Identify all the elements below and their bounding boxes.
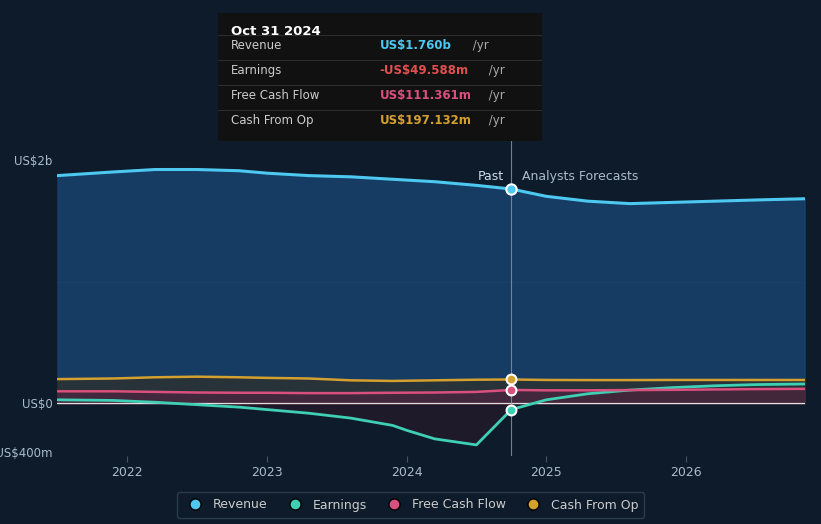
Text: Analysts Forecasts: Analysts Forecasts [522, 169, 639, 182]
Text: Cash From Op: Cash From Op [231, 114, 313, 127]
Point [505, 375, 518, 384]
Text: Revenue: Revenue [231, 39, 282, 52]
Text: /yr: /yr [485, 89, 505, 102]
Legend: Revenue, Earnings, Free Cash Flow, Cash From Op: Revenue, Earnings, Free Cash Flow, Cash … [177, 492, 644, 518]
Point [505, 386, 518, 394]
Text: US$1.760b: US$1.760b [380, 39, 452, 52]
Text: US$111.361m: US$111.361m [380, 89, 471, 102]
Text: -US$49.588m: -US$49.588m [380, 64, 469, 77]
Text: Past: Past [478, 169, 504, 182]
Text: Earnings: Earnings [231, 64, 282, 77]
Point [505, 185, 518, 193]
Text: /yr: /yr [469, 39, 488, 52]
Text: Free Cash Flow: Free Cash Flow [231, 89, 319, 102]
Text: /yr: /yr [485, 114, 505, 127]
Text: US$197.132m: US$197.132m [380, 114, 471, 127]
Text: Oct 31 2024: Oct 31 2024 [231, 25, 320, 38]
Point [505, 406, 518, 414]
Text: /yr: /yr [485, 64, 505, 77]
